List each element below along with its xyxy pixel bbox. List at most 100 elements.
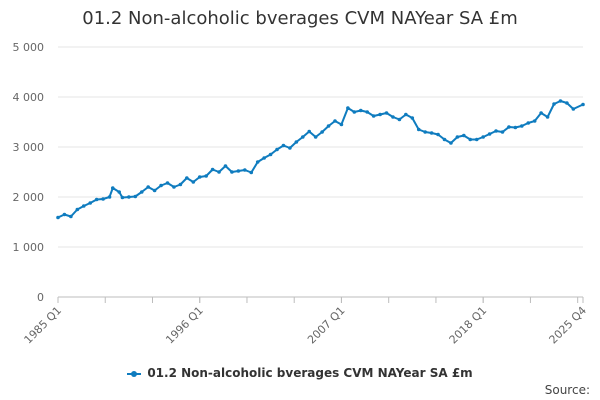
data-point[interactable]: [474, 137, 479, 142]
legend-label: 01.2 Non-alcoholic bverages CVM NAYear S…: [147, 366, 473, 380]
data-point[interactable]: [262, 156, 266, 160]
data-point[interactable]: [307, 129, 312, 134]
data-point[interactable]: [462, 133, 466, 138]
data-point[interactable]: [423, 130, 427, 134]
data-point[interactable]: [581, 102, 585, 107]
data-point[interactable]: [146, 185, 150, 189]
data-point[interactable]: [165, 181, 170, 185]
source-label: Source:: [544, 383, 590, 397]
data-point[interactable]: [94, 197, 99, 202]
data-point[interactable]: [481, 135, 485, 139]
data-point[interactable]: [346, 106, 350, 110]
data-point[interactable]: [558, 99, 563, 103]
data-point[interactable]: [230, 170, 234, 174]
data-point[interactable]: [520, 124, 524, 128]
data-point[interactable]: [494, 129, 498, 133]
data-point[interactable]: [62, 212, 67, 217]
data-point[interactable]: [197, 175, 202, 179]
data-point[interactable]: [500, 130, 505, 134]
data-point[interactable]: [442, 137, 447, 142]
data-point[interactable]: [204, 174, 208, 178]
data-point[interactable]: [416, 127, 421, 132]
y-tick-label: 5 000: [13, 41, 45, 54]
data-point[interactable]: [391, 115, 395, 119]
data-point[interactable]: [371, 114, 376, 118]
data-point[interactable]: [294, 140, 299, 144]
x-tick-label: 1996 Q1: [163, 304, 206, 347]
data-point[interactable]: [552, 102, 556, 106]
data-point[interactable]: [404, 112, 408, 117]
data-point[interactable]: [117, 190, 121, 194]
x-tick-label: 2007 Q1: [305, 304, 348, 347]
data-point[interactable]: [152, 188, 157, 193]
data-point[interactable]: [185, 176, 189, 180]
data-point[interactable]: [333, 119, 337, 123]
data-point[interactable]: [268, 152, 273, 157]
data-point[interactable]: [507, 125, 511, 129]
data-point[interactable]: [120, 195, 125, 200]
data-point[interactable]: [532, 119, 537, 123]
y-tick-label: 3 000: [13, 141, 45, 154]
data-point[interactable]: [513, 125, 518, 130]
data-point[interactable]: [397, 117, 402, 122]
data-point[interactable]: [365, 110, 370, 114]
data-point[interactable]: [320, 130, 324, 134]
data-point[interactable]: [300, 135, 305, 139]
data-point[interactable]: [217, 170, 221, 174]
data-point[interactable]: [436, 132, 440, 137]
data-point[interactable]: [191, 180, 196, 184]
x-axis-ticks: 1985 Q1 1996 Q1 2007 Q1 2018 Q1 2025 Q4: [22, 297, 590, 347]
data-point[interactable]: [339, 122, 344, 127]
data-point[interactable]: [56, 215, 60, 220]
data-point[interactable]: [75, 207, 80, 212]
data-point[interactable]: [110, 186, 115, 190]
data-point[interactable]: [159, 183, 163, 188]
data-point[interactable]: [88, 201, 93, 205]
data-point[interactable]: [139, 190, 144, 194]
data-point[interactable]: [127, 195, 131, 199]
data-point[interactable]: [545, 115, 550, 119]
data-point[interactable]: [288, 146, 292, 150]
x-tick-label: 1985 Q1: [22, 304, 65, 347]
y-tick-label: 0: [37, 291, 44, 304]
data-point[interactable]: [249, 170, 254, 175]
legend[interactable]: 01.2 Non-alcoholic bverages CVM NAYear S…: [0, 366, 600, 380]
data-point[interactable]: [455, 135, 460, 139]
data-point[interactable]: [352, 110, 357, 114]
data-point[interactable]: [326, 124, 331, 128]
data-point[interactable]: [281, 143, 286, 148]
data-point[interactable]: [178, 182, 183, 187]
y-tick-label: 4 000: [13, 91, 45, 104]
data-point[interactable]: [223, 164, 228, 168]
data-point[interactable]: [255, 160, 260, 164]
y-tick-label: 1 000: [13, 241, 45, 254]
x-tick-label: 2018 Q1: [447, 304, 490, 347]
data-point[interactable]: [210, 167, 215, 172]
data-point[interactable]: [449, 141, 453, 145]
data-point[interactable]: [565, 101, 569, 105]
data-point[interactable]: [107, 195, 112, 199]
data-point[interactable]: [468, 137, 473, 142]
data-point[interactable]: [378, 112, 382, 117]
data-point[interactable]: [410, 116, 415, 120]
data-point[interactable]: [133, 194, 138, 199]
data-point[interactable]: [69, 214, 73, 219]
data-point[interactable]: [101, 197, 105, 201]
x-tick-label: 2025 Q4: [547, 304, 590, 347]
series-group: [56, 99, 585, 220]
data-point[interactable]: [571, 107, 576, 111]
data-point[interactable]: [243, 168, 247, 172]
data-point[interactable]: [384, 111, 389, 115]
data-point[interactable]: [236, 169, 241, 173]
data-point[interactable]: [81, 204, 86, 208]
data-point[interactable]: [539, 111, 543, 115]
data-point[interactable]: [526, 121, 531, 125]
data-point[interactable]: [313, 135, 318, 139]
data-point[interactable]: [275, 147, 279, 152]
data-point[interactable]: [172, 185, 176, 189]
data-point[interactable]: [487, 132, 492, 136]
data-point[interactable]: [358, 108, 363, 113]
chart-title: 01.2 Non-alcoholic bverages CVM NAYear S…: [82, 8, 518, 29]
y-tick-label: 2 000: [13, 191, 45, 204]
data-point[interactable]: [429, 131, 434, 135]
